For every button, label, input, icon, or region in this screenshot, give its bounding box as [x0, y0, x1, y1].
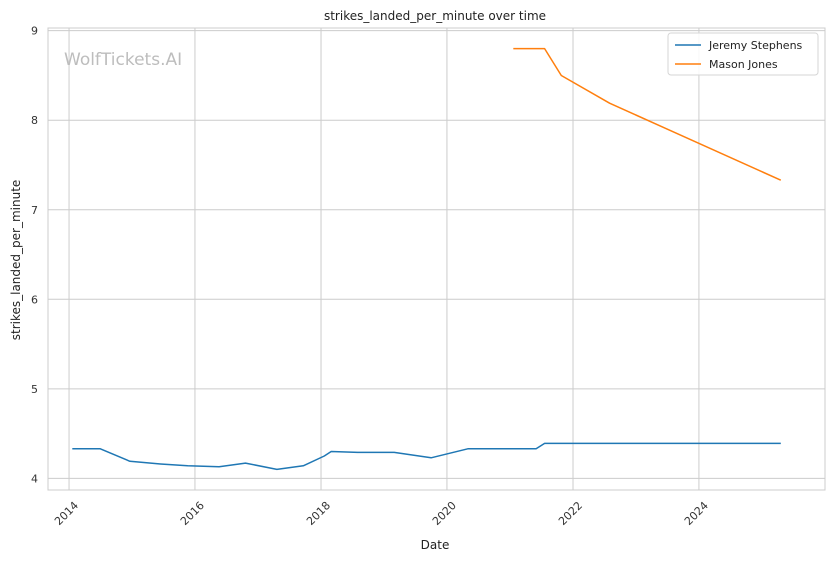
x-tick-label: 2020 [430, 499, 459, 528]
grid [48, 28, 825, 490]
x-tick-label: 2016 [178, 499, 207, 528]
y-tick-label: 6 [31, 293, 38, 306]
x-axis-label: Date [421, 538, 450, 552]
x-axis-ticks: 2014 2016 2018 2020 2022 2024 [52, 499, 711, 528]
legend-label-mason-jones: Mason Jones [709, 58, 778, 71]
y-axis-ticks: 4 5 6 7 8 9 [31, 25, 38, 486]
x-tick-label: 2014 [52, 499, 81, 528]
x-tick-label: 2022 [556, 499, 585, 528]
chart-title: strikes_landed_per_minute over time [324, 9, 546, 23]
series-line-jeremy-stephens [72, 442, 781, 471]
y-tick-label: 4 [31, 472, 38, 485]
series-line-mason-jones [513, 47, 782, 181]
legend: Jeremy Stephens Mason Jones [667, 32, 819, 76]
x-tick-label: 2024 [682, 499, 711, 528]
watermark: WolfTickets.AI [64, 50, 182, 70]
plot-area [47, 27, 826, 491]
y-tick-label: 5 [31, 383, 38, 396]
y-axis-label: strikes_landed_per_minute [9, 180, 23, 341]
legend-label-jeremy-stephens: Jeremy Stephens [708, 39, 803, 52]
x-tick-label: 2018 [304, 499, 333, 528]
y-tick-label: 8 [31, 114, 38, 127]
series-layer [72, 47, 782, 471]
y-tick-label: 9 [31, 25, 38, 38]
y-tick-label: 7 [31, 204, 38, 217]
legend-box [667, 32, 819, 76]
